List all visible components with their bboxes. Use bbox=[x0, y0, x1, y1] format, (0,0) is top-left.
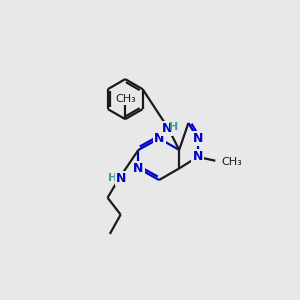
Text: CH₃: CH₃ bbox=[221, 157, 242, 167]
Text: N: N bbox=[193, 150, 203, 164]
Text: H: H bbox=[169, 122, 178, 132]
Text: N: N bbox=[116, 172, 127, 185]
Text: CH₃: CH₃ bbox=[115, 94, 136, 104]
Text: N: N bbox=[193, 132, 203, 145]
Text: N: N bbox=[133, 162, 143, 175]
Text: N: N bbox=[162, 122, 172, 135]
Text: H: H bbox=[108, 173, 118, 184]
Text: N: N bbox=[154, 132, 164, 145]
